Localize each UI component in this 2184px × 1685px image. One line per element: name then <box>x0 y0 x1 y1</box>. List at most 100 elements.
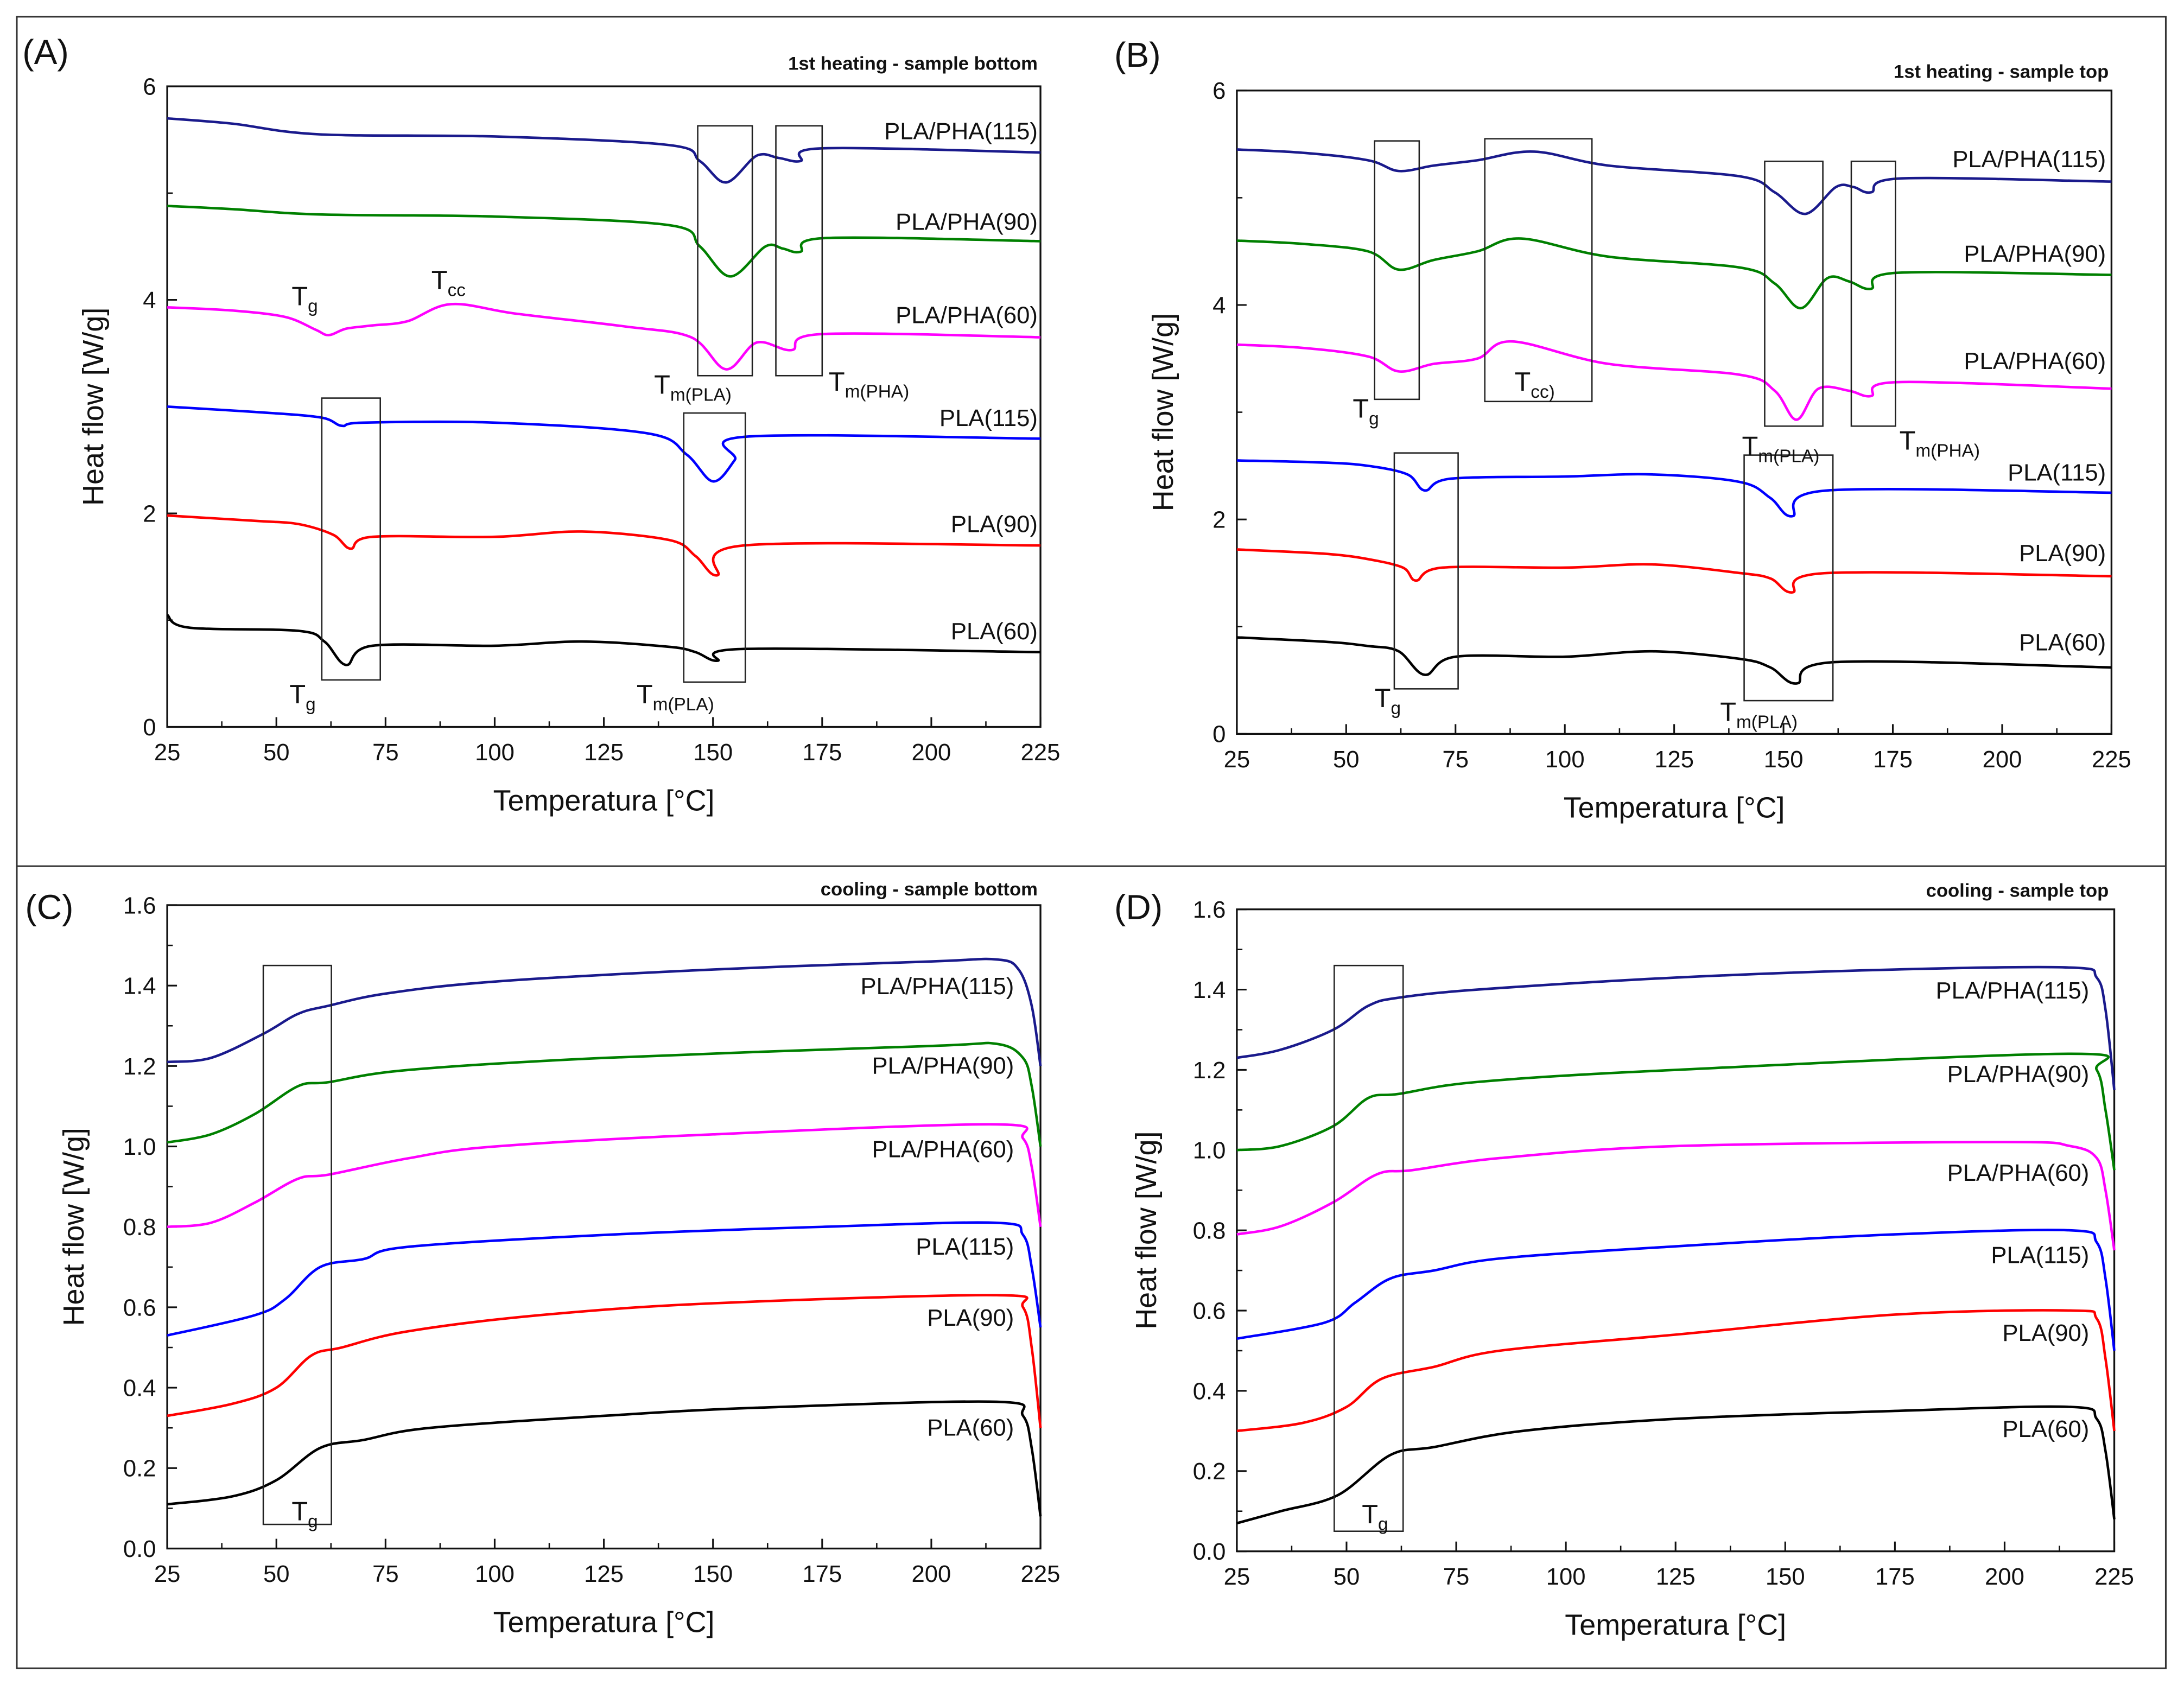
series-label: PLA(60) <box>951 619 1038 645</box>
x-tick-label: 75 <box>372 740 399 766</box>
series-label: PLA(90) <box>2002 1320 2089 1346</box>
x-tick-label: 100 <box>475 740 515 766</box>
series-label: PLA/PHA(60) <box>1947 1160 2090 1186</box>
series-label: PLA(90) <box>2019 541 2106 567</box>
series-line-pla-60- <box>166 613 1041 666</box>
series-label: PLA(90) <box>951 511 1038 537</box>
series-label: PLA/PHA(60) <box>1964 348 2106 374</box>
x-tick-label: 200 <box>912 1561 951 1587</box>
x-axis-label: Temperatura [°C] <box>1565 1609 1786 1642</box>
annotation-box <box>1334 964 1404 1532</box>
series-label: PLA/PHA(115) <box>861 974 1014 1000</box>
series-line-pla-pha-90- <box>167 205 1041 278</box>
series-line-pla-115- <box>167 405 1041 483</box>
annotation-box <box>1850 160 1896 427</box>
series-line-pla-pha-115- <box>1236 965 2116 1090</box>
annotation-subscript: m(PLA) <box>670 385 732 405</box>
series-label: PLA/PHA(115) <box>1952 147 2106 173</box>
x-axis-label: Temperatura [°C] <box>493 1606 715 1638</box>
series-line-pla-pha-90- <box>1236 237 2112 310</box>
y-tick-label: 1.0 <box>1193 1138 1226 1164</box>
annotation-box <box>1484 138 1593 403</box>
series-label: PLA(115) <box>939 405 1038 431</box>
annotation-subscript: m(PLA) <box>1758 446 1819 466</box>
x-tick-label: 200 <box>912 740 951 766</box>
series-label: PLA/PHA(90) <box>1964 241 2106 267</box>
panel-label: (A) <box>22 33 69 72</box>
series-line-pla-60- <box>1236 636 2112 685</box>
x-axis-label: Temperatura [°C] <box>1564 791 1785 824</box>
y-tick-label: 0.4 <box>123 1376 156 1402</box>
annotation-label: Tg <box>1353 394 1379 429</box>
annotation-subscript: m(PHA) <box>1915 441 1980 461</box>
y-tick-label: 0.0 <box>1193 1539 1226 1565</box>
series-line-pla-90- <box>167 514 1041 577</box>
annotation-subscript: cc) <box>1531 382 1554 402</box>
x-tick-label: 25 <box>154 1561 181 1587</box>
y-tick-label: 1.2 <box>123 1054 156 1080</box>
annotation-subscript: g <box>1378 1515 1388 1535</box>
annotation-label: Tg <box>1362 1500 1388 1535</box>
x-tick-label: 75 <box>1443 1564 1470 1590</box>
annotation-subscript: g <box>1369 409 1379 429</box>
y-tick-label: 1.6 <box>123 893 156 919</box>
annotation-label: Tg <box>289 680 315 715</box>
series-label: PLA(60) <box>927 1415 1014 1441</box>
y-tick-label: 6 <box>1212 78 1226 104</box>
series-label: PLA/PHA(90) <box>1947 1061 2090 1088</box>
annotation-label: Tm(PHA) <box>829 367 909 402</box>
annotation-subscript: g <box>308 296 318 316</box>
annotation-main: T <box>291 282 308 311</box>
y-tick-label: 0.2 <box>123 1456 156 1482</box>
y-tick-label: 4 <box>143 288 156 314</box>
annotation-main: T <box>1720 698 1736 727</box>
y-tick-label: 1.4 <box>1193 977 1226 1003</box>
x-tick-label: 50 <box>1334 1564 1360 1590</box>
x-tick-label: 225 <box>2092 747 2131 773</box>
y-tick-label: 1.6 <box>1193 897 1226 923</box>
panel-title: 1st heating - sample bottom <box>788 53 1038 74</box>
y-tick-label: 2 <box>1212 507 1226 533</box>
annotation-subscript: g <box>1391 698 1401 718</box>
series-line-pla-pha-60- <box>1236 1141 2116 1251</box>
annotation-main: T <box>1375 684 1391 713</box>
annotation-label: Tm(PLA) <box>654 371 732 405</box>
annotation-label: Tm(PLA) <box>637 680 714 715</box>
annotation-box <box>775 125 823 377</box>
panel-title: cooling - sample top <box>1926 881 2109 901</box>
y-tick-label: 0.8 <box>123 1215 156 1241</box>
annotation-box <box>697 125 753 377</box>
x-tick-label: 50 <box>1333 747 1360 773</box>
annotation-box <box>1764 160 1824 427</box>
series-label: PLA/PHA(115) <box>1936 978 2090 1004</box>
x-tick-label: 100 <box>1546 1564 1586 1590</box>
annotation-subscript: cc <box>448 281 466 301</box>
x-tick-label: 225 <box>1021 1561 1061 1587</box>
panel-label: (D) <box>1114 888 1163 927</box>
annotation-main: T <box>1742 432 1758 461</box>
annotation-main: T <box>637 680 653 709</box>
x-tick-label: 125 <box>1654 747 1694 773</box>
annotation-main: T <box>291 1497 308 1527</box>
annotation-main: T <box>289 680 306 709</box>
x-tick-label: 200 <box>1985 1564 2024 1590</box>
annotation-subscript: m(PHA) <box>845 382 910 402</box>
x-tick-label: 125 <box>1656 1564 1696 1590</box>
series-label: PLA(60) <box>2019 630 2106 656</box>
panel-label: (B) <box>1114 35 1161 74</box>
series-label: PLA(90) <box>927 1305 1014 1331</box>
annotation-main: T <box>1353 394 1369 423</box>
y-tick-label: 0.6 <box>123 1295 156 1321</box>
x-tick-label: 150 <box>693 1561 733 1587</box>
y-tick-label: 4 <box>1212 293 1226 319</box>
series-line-pla-pha-115- <box>1236 148 2112 215</box>
y-tick-label: 0.6 <box>1193 1298 1226 1324</box>
plot-frame <box>166 904 1042 1550</box>
annotation-label: Tg <box>291 282 318 316</box>
annotation-box <box>1374 140 1420 400</box>
series-label: PLA(115) <box>916 1234 1014 1260</box>
series-label: PLA/PHA(60) <box>896 302 1038 328</box>
x-tick-label: 225 <box>2094 1564 2134 1590</box>
series-line-pla-115- <box>167 1221 1042 1337</box>
x-tick-label: 25 <box>154 740 181 766</box>
